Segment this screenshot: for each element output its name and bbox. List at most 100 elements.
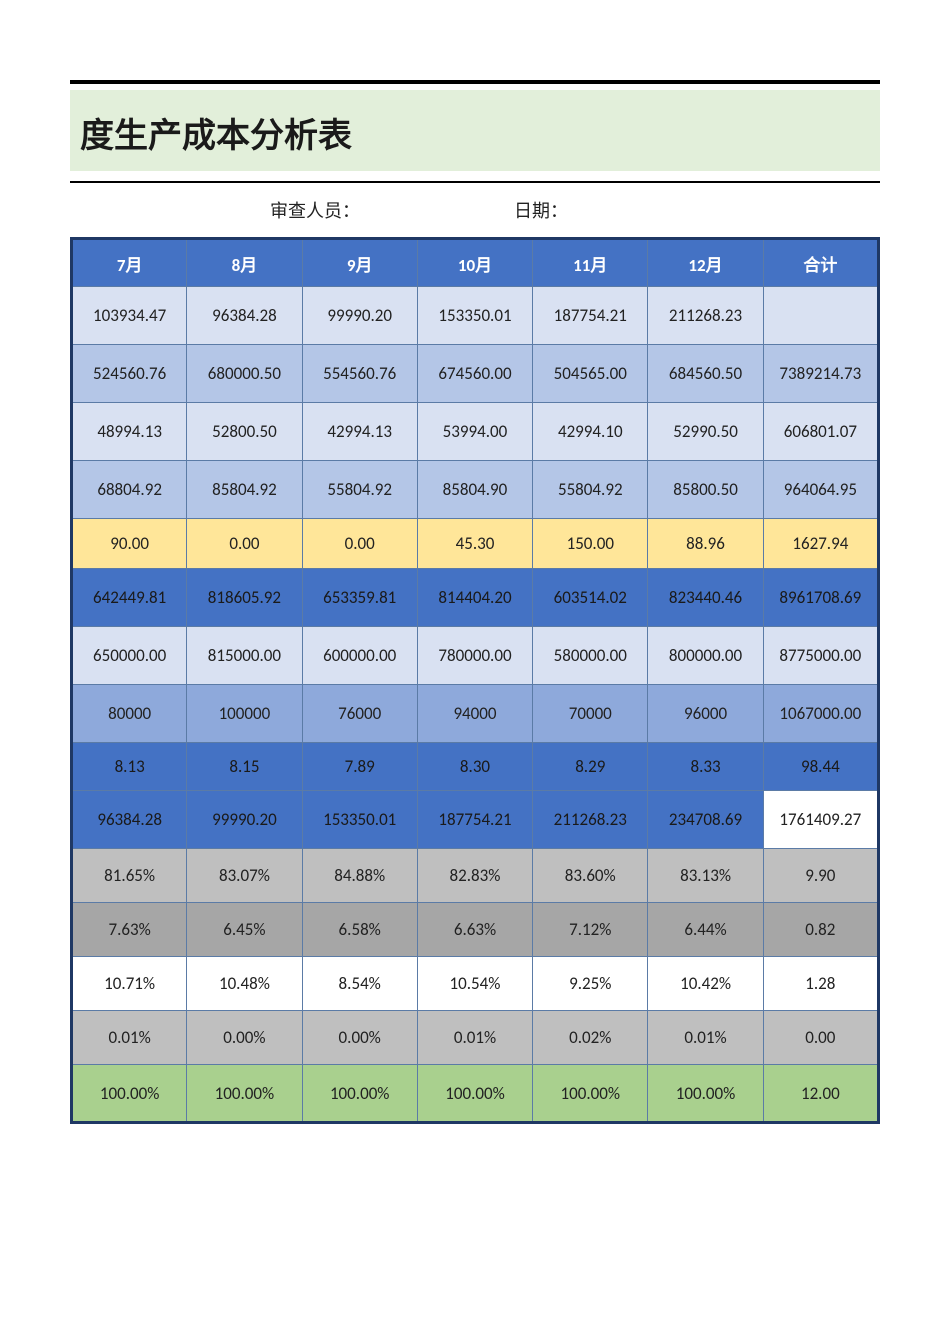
table-cell: 68804.92 (72, 461, 187, 519)
table-cell: 100.00% (533, 1065, 648, 1123)
table-cell: 1761409.27 (763, 791, 878, 849)
table-cell: 211268.23 (648, 287, 763, 345)
table-cell: 10.48% (187, 957, 302, 1011)
table-cell: 10.54% (417, 957, 532, 1011)
page-title: 度生产成本分析表 (80, 108, 880, 157)
table-cell: 100.00% (302, 1065, 417, 1123)
meta-row: 审查人员： 日期： (70, 197, 880, 223)
table-row: 96384.2899990.20153350.01187754.21211268… (72, 791, 879, 849)
table-cell: 0.00 (763, 1011, 878, 1065)
table-cell: 823440.46 (648, 569, 763, 627)
table-cell: 82.83% (417, 849, 532, 903)
table-row: 90.000.000.0045.30150.0088.961627.94 (72, 519, 879, 569)
table-cell: 8.29 (533, 743, 648, 791)
table-cell: 6.58% (302, 903, 417, 957)
table-cell: 52800.50 (187, 403, 302, 461)
table-cell: 1627.94 (763, 519, 878, 569)
table-cell: 7.12% (533, 903, 648, 957)
table-row: 68804.9285804.9255804.9285804.9055804.92… (72, 461, 879, 519)
col-header: 11月 (533, 239, 648, 287)
table-cell: 9.25% (533, 957, 648, 1011)
table-cell: 103934.47 (72, 287, 187, 345)
table-cell: 85804.92 (187, 461, 302, 519)
table-cell: 7389214.73 (763, 345, 878, 403)
table-cell: 10.42% (648, 957, 763, 1011)
table-cell: 8.13 (72, 743, 187, 791)
table-cell: 211268.23 (533, 791, 648, 849)
table-cell: 0.82 (763, 903, 878, 957)
table-cell: 55804.92 (533, 461, 648, 519)
col-header: 10月 (417, 239, 532, 287)
table-cell: 9.90 (763, 849, 878, 903)
table-cell: 8.54% (302, 957, 417, 1011)
table-cell: 524560.76 (72, 345, 187, 403)
table-row: 642449.81818605.92653359.81814404.206035… (72, 569, 879, 627)
table-row: 10.71%10.48%8.54%10.54%9.25%10.42%1.28 (72, 957, 879, 1011)
table-cell: 45.30 (417, 519, 532, 569)
table-cell: 94000 (417, 685, 532, 743)
cost-table: 7月8月9月10月11月12月合计 103934.4796384.2899990… (70, 237, 880, 1124)
table-cell: 0.01% (417, 1011, 532, 1065)
table-cell: 600000.00 (302, 627, 417, 685)
table-cell: 100.00% (648, 1065, 763, 1123)
table-row: 524560.76680000.50554560.76674560.005045… (72, 345, 879, 403)
table-row: 48994.1352800.5042994.1353994.0042994.10… (72, 403, 879, 461)
table-cell: 554560.76 (302, 345, 417, 403)
table-cell: 800000.00 (648, 627, 763, 685)
table-cell: 234708.69 (648, 791, 763, 849)
table-cell: 96384.28 (187, 287, 302, 345)
table-cell: 100.00% (187, 1065, 302, 1123)
table-cell: 52990.50 (648, 403, 763, 461)
table-cell: 83.07% (187, 849, 302, 903)
table-cell: 0.00% (302, 1011, 417, 1065)
table-cell: 100000 (187, 685, 302, 743)
table-cell: 580000.00 (533, 627, 648, 685)
table-cell: 90.00 (72, 519, 187, 569)
col-header: 12月 (648, 239, 763, 287)
title-band: 度生产成本分析表 (70, 90, 880, 171)
table-cell: 150.00 (533, 519, 648, 569)
table-cell: 187754.21 (417, 791, 532, 849)
top-rule (70, 80, 880, 84)
table-cell: 6.63% (417, 903, 532, 957)
table-cell: 153350.01 (417, 287, 532, 345)
table-cell: 7.89 (302, 743, 417, 791)
table-header-row: 7月8月9月10月11月12月合计 (72, 239, 879, 287)
table-cell: 42994.10 (533, 403, 648, 461)
table-cell: 606801.07 (763, 403, 878, 461)
table-cell: 642449.81 (72, 569, 187, 627)
table-cell: 8961708.69 (763, 569, 878, 627)
table-cell: 85800.50 (648, 461, 763, 519)
table-cell: 99990.20 (302, 287, 417, 345)
under-rule (70, 181, 880, 183)
table-cell: 12.00 (763, 1065, 878, 1123)
table-cell: 680000.50 (187, 345, 302, 403)
table-cell: 100.00% (417, 1065, 532, 1123)
table-cell: 8.33 (648, 743, 763, 791)
table-cell: 0.00 (187, 519, 302, 569)
table-cell: 8775000.00 (763, 627, 878, 685)
table-cell: 55804.92 (302, 461, 417, 519)
table-cell: 8.15 (187, 743, 302, 791)
table-cell: 1.28 (763, 957, 878, 1011)
table-cell: 653359.81 (302, 569, 417, 627)
table-cell: 70000 (533, 685, 648, 743)
table-cell: 1067000.00 (763, 685, 878, 743)
date-label: 日期： (394, 197, 880, 223)
col-header: 合计 (763, 239, 878, 287)
table-cell: 100.00% (72, 1065, 187, 1123)
table-cell: 83.13% (648, 849, 763, 903)
table-cell: 76000 (302, 685, 417, 743)
table-cell: 85804.90 (417, 461, 532, 519)
table-cell: 684560.50 (648, 345, 763, 403)
table-cell: 650000.00 (72, 627, 187, 685)
table-cell: 0.01% (648, 1011, 763, 1065)
table-row: 650000.00815000.00600000.00780000.005800… (72, 627, 879, 685)
table-cell: 815000.00 (187, 627, 302, 685)
table-row: 81.65%83.07%84.88%82.83%83.60%83.13%9.90 (72, 849, 879, 903)
table-cell: 53994.00 (417, 403, 532, 461)
table-cell: 814404.20 (417, 569, 532, 627)
table-cell: 818605.92 (187, 569, 302, 627)
table-cell: 81.65% (72, 849, 187, 903)
table-body: 103934.4796384.2899990.20153350.01187754… (72, 287, 879, 1123)
